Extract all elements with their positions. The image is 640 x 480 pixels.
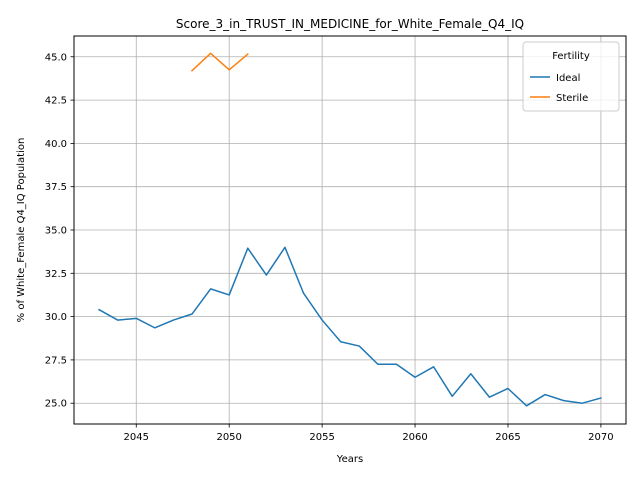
y-tick-label: 27.5 [45,355,67,366]
y-tick-label: 35.0 [45,226,67,237]
y-tick-label: 37.5 [45,182,67,193]
legend-label-ideal: Ideal [556,73,580,84]
x-tick-label: 2045 [124,432,149,443]
x-tick-label: 2070 [588,432,613,443]
y-tick-label: 30.0 [45,312,67,323]
x-tick-label: 2065 [495,432,520,443]
legend-title: Fertility [552,51,590,62]
x-axis-label: Years [336,454,363,465]
x-tick-label: 2050 [216,432,241,443]
legend: Fertility Ideal Sterile [522,41,620,112]
grid-lines [74,36,626,424]
legend-box [522,41,620,112]
series-line-ideal [98,246,602,407]
series-lines [98,52,602,407]
y-tick-label: 40.0 [45,139,67,150]
series-line-sterile [190,52,249,72]
y-tick-label: 32.5 [45,269,67,280]
legend-label-sterile: Sterile [556,93,588,104]
y-tick-label: 25.0 [45,399,67,410]
axis-ticks: 2045 2050 2055 2060 2065 2070 25.0 27.5 30.0 32.5… [45,52,614,443]
y-tick-label: 45.0 [45,52,67,63]
y-axis-label: % of White_Female Q4_IQ Population [16,138,27,323]
y-tick-label: 42.5 [45,96,67,107]
x-tick-label: 2060 [402,432,427,443]
chart-title: Score_3_in_TRUST_IN_MEDICINE_for_White_F… [176,17,524,31]
x-tick-label: 2055 [309,432,334,443]
